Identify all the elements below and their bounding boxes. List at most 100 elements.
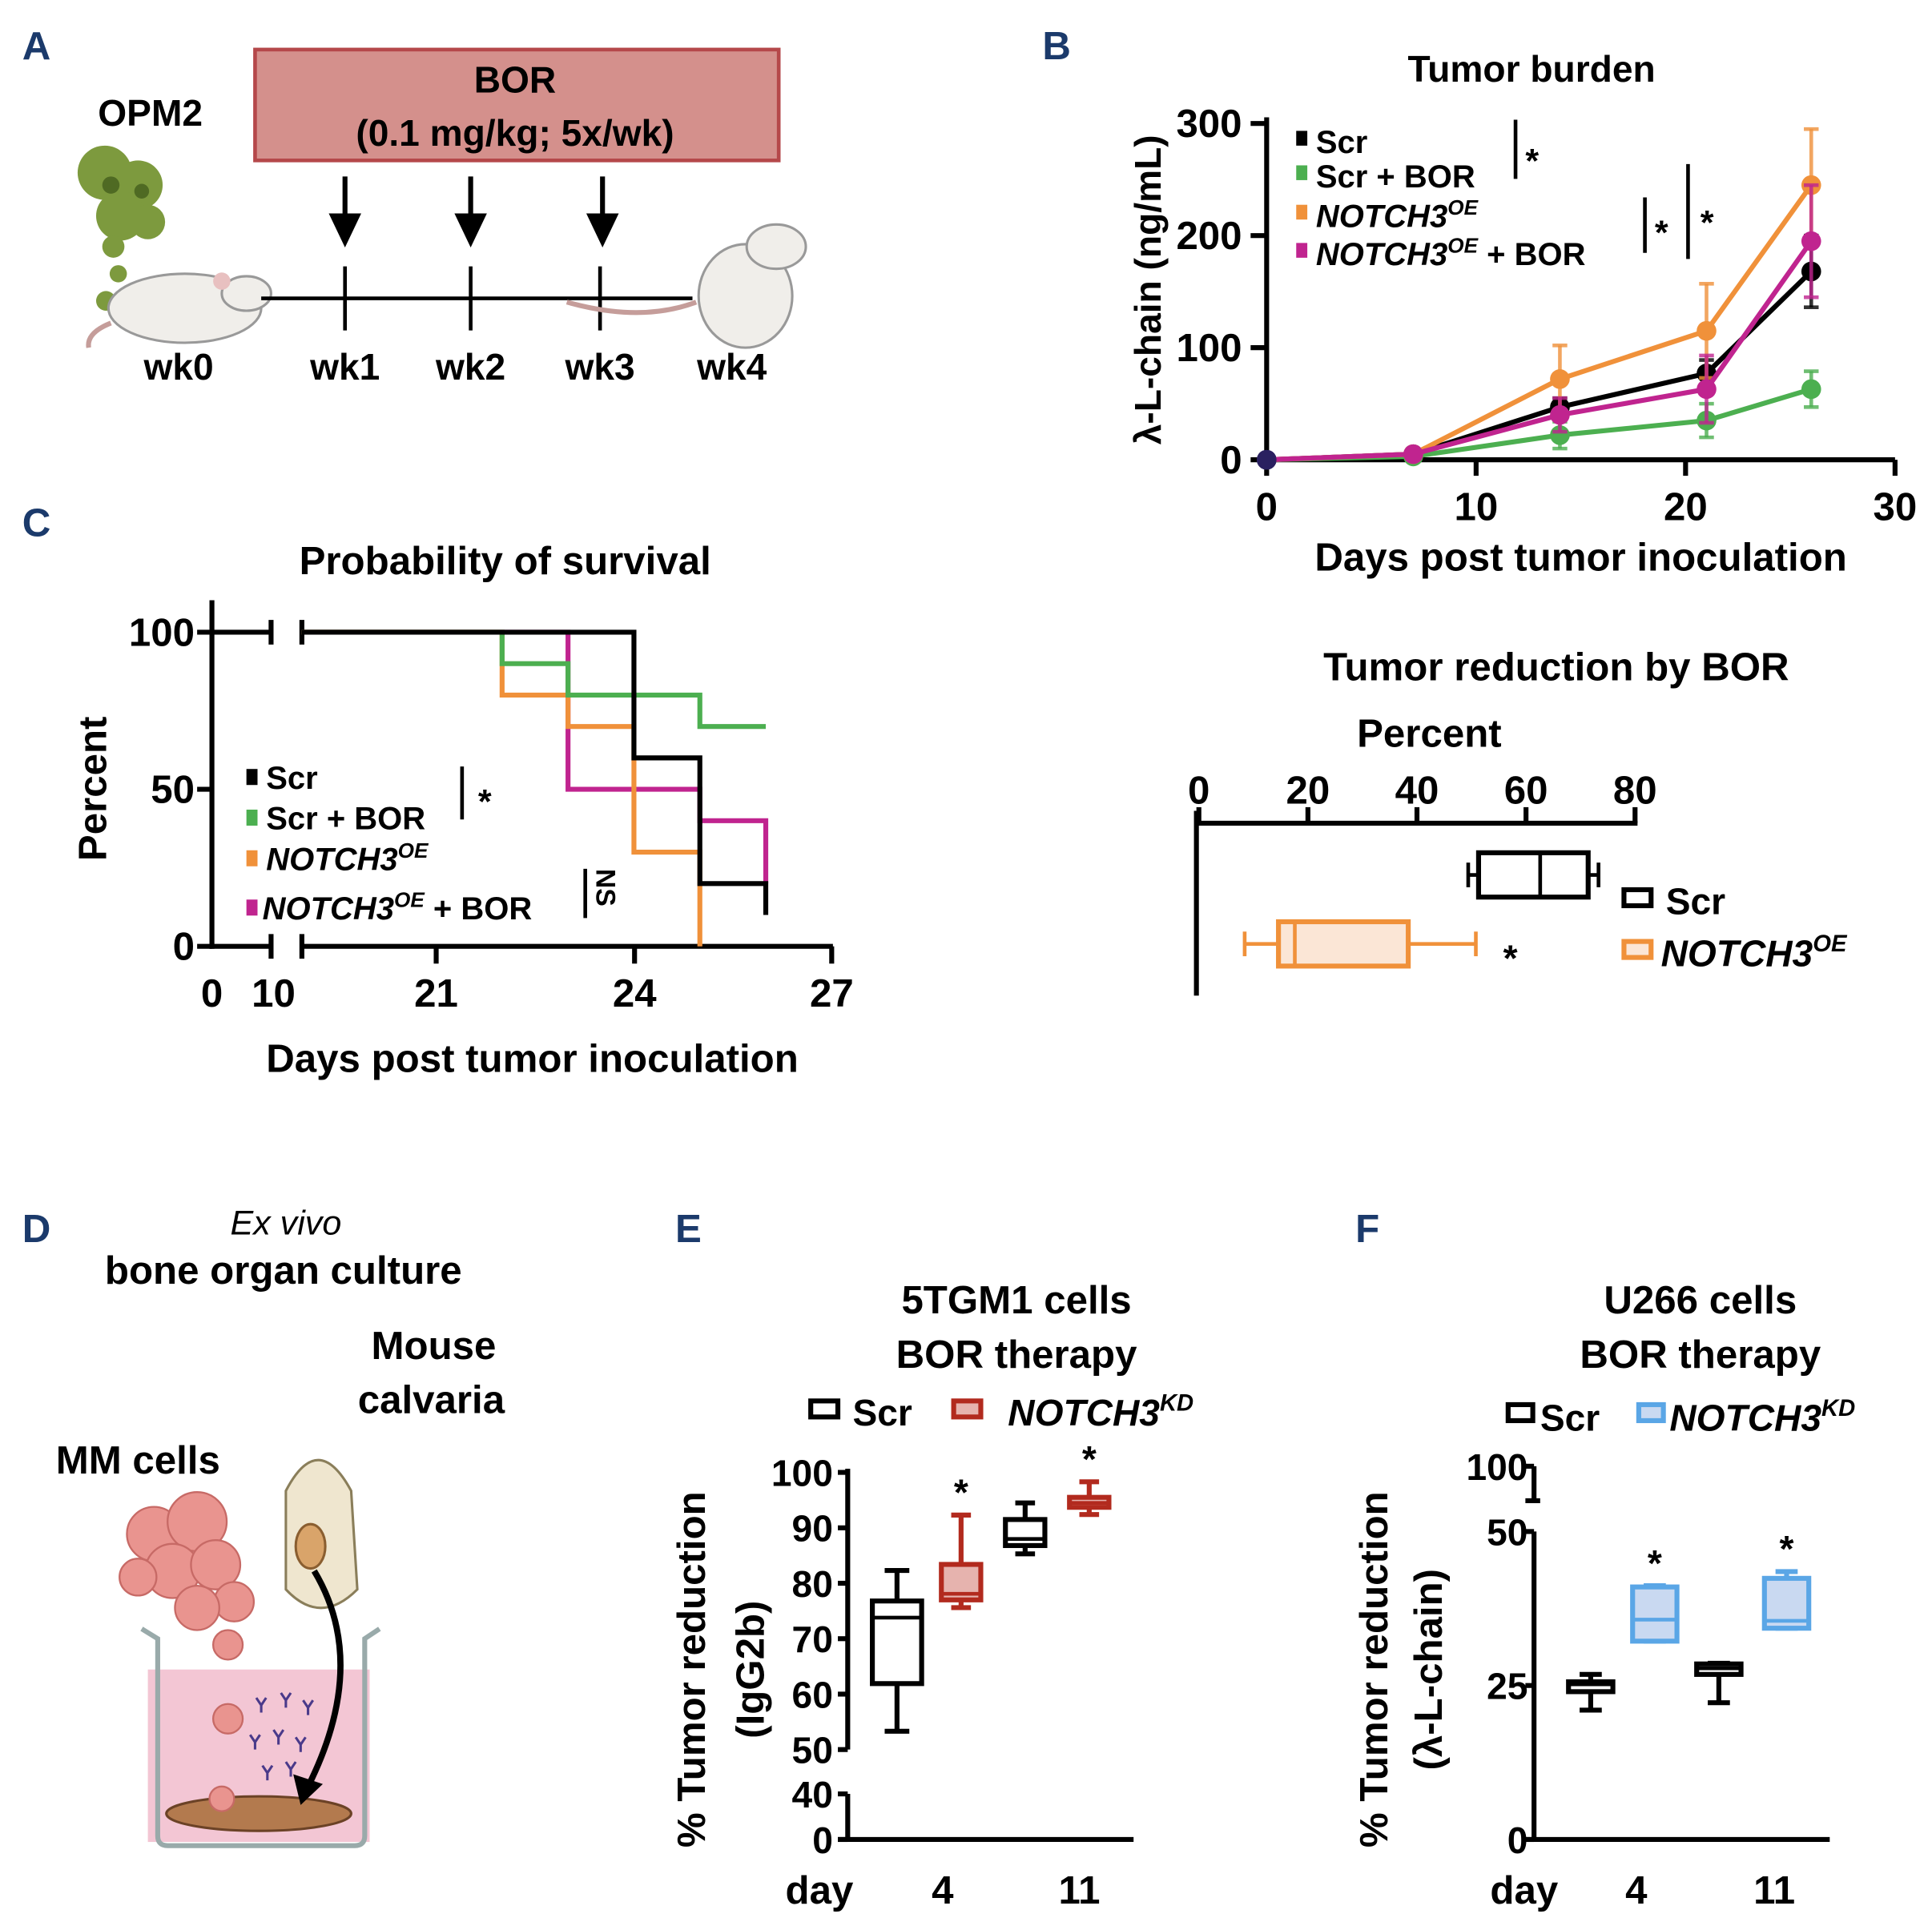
chart-subtitle: BOR therapy	[896, 1333, 1137, 1377]
x-tick-label: 60	[1504, 768, 1548, 812]
panel-letter-f: F	[1355, 1207, 1379, 1251]
legend-label: Scr + BOR	[1316, 159, 1475, 195]
legend: Scr NOTCH3OE	[1621, 881, 1848, 974]
data-point	[1257, 449, 1277, 470]
treatment-dose: (0.1 mg/kg; 5x/wk)	[356, 112, 674, 154]
legend-swatch	[1636, 1401, 1666, 1424]
legend-label: NOTCH3OE + BOR	[263, 888, 533, 927]
box	[1003, 1517, 1048, 1549]
significance-markers	[1513, 119, 1690, 259]
week-label: wk2	[435, 346, 505, 388]
x-axis-label: Days post tumor inoculation	[266, 1037, 799, 1081]
legend-swatch	[246, 899, 258, 916]
chart-title: Tumor burden	[1407, 48, 1655, 90]
culture-dish-illustration	[140, 1626, 381, 1848]
x-tick-label: 21	[414, 971, 458, 1015]
y-tick-label: 80	[792, 1563, 833, 1605]
x-tick-label: 10	[252, 971, 296, 1015]
panel-a-schematic: OPM2 BOR (0.1 mg/kg; 5x/wk)	[77, 47, 807, 388]
x-tick-label: 0	[201, 971, 223, 1015]
x-tick-label: 11	[1753, 1868, 1795, 1912]
legend-swatch	[246, 809, 258, 826]
legend: Scr NOTCH3KD	[1505, 1396, 1855, 1438]
significance-star: *	[1655, 214, 1668, 252]
significance-star: *	[1503, 937, 1518, 979]
y-tick-label: 50	[151, 768, 195, 812]
calvaria-label: Mouse	[372, 1324, 497, 1368]
dose-arrows	[328, 176, 619, 248]
chart-title: Tumor reduction by BOR	[1323, 645, 1789, 689]
legend-label: Scr	[1540, 1397, 1600, 1438]
x-tick-label: 20	[1664, 485, 1708, 529]
significance-markers	[460, 766, 587, 919]
x-tick-label: 10	[1454, 485, 1498, 529]
x-tick-label: 20	[1286, 768, 1330, 812]
y-tick-label: 0	[812, 1819, 833, 1861]
significance-star: *	[1780, 1528, 1794, 1570]
week-label: wk0	[143, 346, 213, 388]
data-point	[1550, 369, 1570, 389]
legend-label: NOTCH3KD	[1008, 1391, 1193, 1433]
tumor-reduction-boxplot: Tumor reduction by BOR Percent Scr NOTCH…	[1188, 645, 1848, 996]
y-tick-label: 0	[1507, 1819, 1528, 1861]
legend-label: Scr	[1316, 125, 1367, 160]
y-axis-label: % Tumor reduction	[1352, 1491, 1396, 1848]
tumor-burden-chart: Tumor burden λ-L-chain (ng/mL) Days post…	[1127, 48, 1917, 580]
data-point	[1801, 379, 1821, 400]
y-tick-label: 0	[1220, 438, 1242, 482]
culture-title: bone organ culture	[105, 1248, 462, 1293]
data-point	[1697, 379, 1717, 400]
y-tick-label: 0	[173, 925, 195, 969]
y-tick-label: 300	[1176, 102, 1242, 146]
x-tick-label: 30	[1873, 485, 1917, 529]
y-axis-label: (IgG2b)	[729, 1601, 773, 1739]
data-point	[1403, 444, 1423, 464]
box	[1630, 1584, 1680, 1644]
legend-label: NOTCH3OE + BOR	[1316, 234, 1586, 272]
chart-title: Probability of survival	[300, 539, 711, 583]
legend: Scr Scr + BOR NOTCH3OE NOTCH3OE + BOR	[1296, 125, 1586, 272]
y-axis-label: Percent	[70, 717, 115, 862]
panel-letter-e: E	[675, 1207, 702, 1251]
y-tick-label: 200	[1176, 214, 1242, 258]
panel-d-schematic: Ex vivo bone organ culture Mouse calvari…	[56, 1204, 505, 1848]
ex-vivo-label: Ex vivo	[230, 1204, 341, 1243]
x-tick-label: 11	[1059, 1868, 1101, 1912]
panel-letter-a: A	[22, 24, 51, 68]
mouse-illustration-end	[566, 223, 807, 349]
significance-star: *	[1648, 1542, 1662, 1584]
calvaria-label: calvaria	[358, 1378, 505, 1422]
skull-illustration	[284, 1458, 359, 1805]
mouse-illustration-start	[86, 272, 272, 348]
panel-letter-b: B	[1042, 24, 1071, 68]
series-line	[1266, 386, 1813, 463]
legend-label: NOTCH3OE	[1316, 195, 1479, 234]
legend-swatch	[1505, 1401, 1536, 1424]
data-point	[1697, 320, 1717, 341]
y-tick-label: 25	[1487, 1666, 1527, 1707]
y-tick-label: 40	[792, 1774, 833, 1815]
panel-letter-d: D	[22, 1207, 51, 1251]
box	[1276, 919, 1411, 969]
y-tick-label: 100	[129, 610, 195, 654]
y-tick-label: 50	[792, 1730, 833, 1771]
legend: Scr Scr + BOR NOTCH3OE NOTCH3OE + BOR	[246, 761, 533, 927]
week-label: wk1	[309, 346, 380, 388]
x-tick-label: 4	[1625, 1868, 1648, 1912]
box	[870, 1598, 924, 1687]
y-axis-label: (λ-L-chain)	[1407, 1569, 1451, 1771]
legend-swatch	[1296, 204, 1308, 220]
legend-label: Scr	[1666, 881, 1725, 923]
y-tick-label: 90	[792, 1508, 833, 1550]
y-tick-label: 70	[792, 1618, 833, 1660]
cell-line-label: OPM2	[98, 92, 203, 134]
x-tick-label: 4	[932, 1868, 954, 1912]
significance-star: *	[478, 783, 492, 822]
survival-curve	[301, 629, 767, 730]
legend-label: Scr	[266, 761, 317, 796]
x-tick-label: 80	[1613, 768, 1657, 812]
legend-swatch	[1296, 131, 1308, 146]
u266-boxplot: U266 cells BOR therapy Scr NOTCH3KD % Tu…	[1352, 1278, 1855, 1912]
significance-star: *	[1082, 1438, 1097, 1480]
